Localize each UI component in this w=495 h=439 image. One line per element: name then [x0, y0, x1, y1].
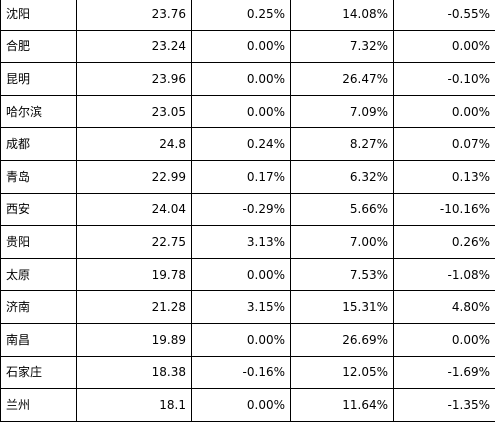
value-cell: 21.28 — [76, 290, 192, 324]
city-data-table: 沈阳 23.76 0.25% 14.08% -0.55% 合肥 23.24 0.… — [0, 0, 495, 422]
value-cell: 23.76 — [76, 0, 192, 31]
percent-cell: 8.27% — [290, 127, 394, 161]
value-cell: 22.75 — [76, 225, 192, 259]
percent-cell: 7.32% — [290, 29, 394, 64]
city-cell: 贵阳 — [0, 225, 77, 259]
percent-cell: 26.47% — [290, 62, 394, 96]
percent-cell: 0.17% — [191, 159, 291, 194]
table-row: 兰州 18.1 0.00% 11.64% -1.35% — [0, 388, 495, 422]
percent-cell: 7.00% — [290, 225, 394, 259]
percent-cell: 3.13% — [191, 225, 291, 259]
percent-cell: 0.24% — [191, 127, 291, 161]
percent-cell: 0.00% — [393, 322, 495, 357]
value-cell: 24.8 — [76, 127, 192, 161]
percent-cell: -0.10% — [393, 62, 495, 96]
percent-cell: -1.08% — [393, 257, 495, 292]
city-cell: 西安 — [0, 192, 77, 227]
percent-cell: 0.00% — [191, 94, 291, 129]
city-cell: 石家庄 — [0, 355, 77, 390]
table-row: 南昌 19.89 0.00% 26.69% 0.00% — [0, 322, 495, 357]
table-row: 贵阳 22.75 3.13% 7.00% 0.26% — [0, 225, 495, 259]
percent-cell: 0.25% — [191, 0, 291, 31]
table-row: 济南 21.28 3.15% 15.31% 4.80% — [0, 290, 495, 324]
value-cell: 19.78 — [76, 257, 192, 292]
percent-cell: 0.00% — [393, 29, 495, 64]
table-row: 成都 24.8 0.24% 8.27% 0.07% — [0, 127, 495, 161]
city-cell: 太原 — [0, 257, 77, 292]
percent-cell: 0.00% — [191, 322, 291, 357]
table-row: 太原 19.78 0.00% 7.53% -1.08% — [0, 257, 495, 292]
percent-cell: 7.09% — [290, 94, 394, 129]
percent-cell: 0.00% — [191, 257, 291, 292]
table-row: 沈阳 23.76 0.25% 14.08% -0.55% — [0, 0, 495, 31]
value-cell: 22.99 — [76, 159, 192, 194]
percent-cell: 0.07% — [393, 127, 495, 161]
city-cell: 成都 — [0, 127, 77, 161]
city-cell: 哈尔滨 — [0, 94, 77, 129]
percent-cell: -0.29% — [191, 192, 291, 227]
city-cell: 青岛 — [0, 159, 77, 194]
percent-cell: 0.26% — [393, 225, 495, 259]
table-row: 青岛 22.99 0.17% 6.32% 0.13% — [0, 159, 495, 194]
value-cell: 23.24 — [76, 29, 192, 64]
table-row: 合肥 23.24 0.00% 7.32% 0.00% — [0, 29, 495, 64]
table-row: 哈尔滨 23.05 0.00% 7.09% 0.00% — [0, 94, 495, 129]
percent-cell: 0.00% — [191, 388, 291, 422]
data-table-container: 沈阳 23.76 0.25% 14.08% -0.55% 合肥 23.24 0.… — [0, 0, 495, 422]
percent-cell: -0.55% — [393, 0, 495, 31]
percent-cell: 11.64% — [290, 388, 394, 422]
value-cell: 18.38 — [76, 355, 192, 390]
value-cell: 19.89 — [76, 322, 192, 357]
percent-cell: 0.00% — [191, 62, 291, 96]
percent-cell: 0.00% — [191, 29, 291, 64]
city-cell: 兰州 — [0, 388, 77, 422]
percent-cell: 6.32% — [290, 159, 394, 194]
percent-cell: 0.13% — [393, 159, 495, 194]
percent-cell: 15.31% — [290, 290, 394, 324]
city-cell: 南昌 — [0, 322, 77, 357]
percent-cell: 0.00% — [393, 94, 495, 129]
percent-cell: -0.16% — [191, 355, 291, 390]
percent-cell: 26.69% — [290, 322, 394, 357]
percent-cell: 5.66% — [290, 192, 394, 227]
city-cell: 合肥 — [0, 29, 77, 64]
value-cell: 23.96 — [76, 62, 192, 96]
percent-cell: 7.53% — [290, 257, 394, 292]
value-cell: 24.04 — [76, 192, 192, 227]
city-cell: 沈阳 — [0, 0, 77, 31]
value-cell: 18.1 — [76, 388, 192, 422]
percent-cell: 12.05% — [290, 355, 394, 390]
value-cell: 23.05 — [76, 94, 192, 129]
percent-cell: -1.35% — [393, 388, 495, 422]
percent-cell: 4.80% — [393, 290, 495, 324]
city-cell: 昆明 — [0, 62, 77, 96]
table-row: 昆明 23.96 0.00% 26.47% -0.10% — [0, 62, 495, 96]
table-row: 西安 24.04 -0.29% 5.66% -10.16% — [0, 192, 495, 227]
percent-cell: -10.16% — [393, 192, 495, 227]
percent-cell: -1.69% — [393, 355, 495, 390]
percent-cell: 14.08% — [290, 0, 394, 31]
table-row: 石家庄 18.38 -0.16% 12.05% -1.69% — [0, 355, 495, 390]
percent-cell: 3.15% — [191, 290, 291, 324]
city-cell: 济南 — [0, 290, 77, 324]
